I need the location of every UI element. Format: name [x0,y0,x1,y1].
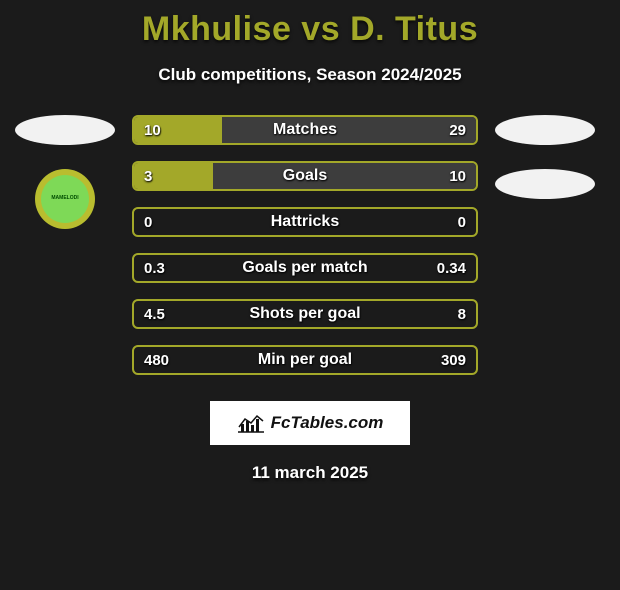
brand-text: FcTables.com [271,413,384,433]
stat-label: Shots per goal [134,305,476,323]
left-club-logo: MAMELODI [35,169,95,229]
stat-value-right: 0 [458,214,466,231]
stat-value-right: 0.34 [437,260,466,277]
stat-value-right: 10 [449,168,466,185]
stat-value-right: 8 [458,306,466,323]
comparison-subtitle: Club competitions, Season 2024/2025 [0,65,620,85]
stat-label: Hattricks [134,213,476,231]
stat-row: 0.3Goals per match0.34 [132,253,478,283]
left-player-logo [15,115,115,145]
stat-row: 10Matches29 [132,115,478,145]
stat-bars: 10Matches293Goals100Hattricks00.3Goals p… [132,115,478,375]
right-club-logo [495,169,595,199]
brand-logo[interactable]: FcTables.com [210,401,410,445]
stat-value-right: 309 [441,352,466,369]
stat-row: 4.5Shots per goal8 [132,299,478,329]
right-logo-column [490,115,600,375]
comparison-date: 11 march 2025 [0,463,620,483]
stat-row: 0Hattricks0 [132,207,478,237]
left-club-logo-inner: MAMELODI [41,175,89,223]
stat-value-right: 29 [449,122,466,139]
stat-label: Goals [134,167,476,185]
chart-icon [237,413,265,433]
stat-label: Goals per match [134,259,476,277]
stat-row: 3Goals10 [132,161,478,191]
right-player-logo [495,115,595,145]
comparison-title: Mkhulise vs D. Titus [0,10,620,49]
comparison-content: MAMELODI 10Matches293Goals100Hattricks00… [0,115,620,375]
left-logo-column: MAMELODI [10,115,120,375]
stat-label: Min per goal [134,351,476,369]
stat-row: 480Min per goal309 [132,345,478,375]
stat-label: Matches [134,121,476,139]
